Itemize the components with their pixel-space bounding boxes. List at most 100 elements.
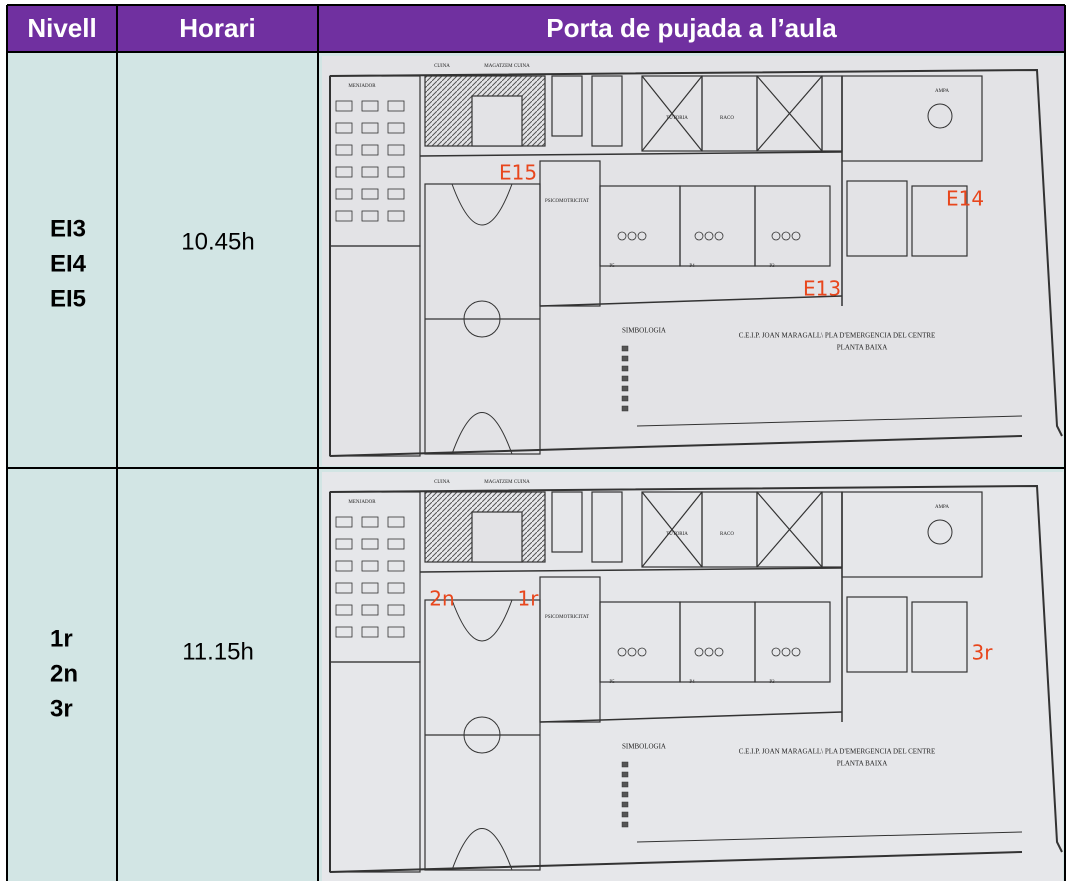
room	[387, 626, 405, 638]
plan-label: MENJADOR	[348, 500, 376, 505]
wall	[419, 567, 843, 573]
floor-plan: MENJADOR CUINA MAGATZEM CUINA TUTORIA RACO PS…	[322, 56, 1063, 466]
room	[621, 821, 629, 828]
table-mark	[781, 647, 791, 657]
header-cell: Horari	[179, 13, 256, 43]
room	[335, 166, 353, 178]
room	[329, 245, 421, 457]
room	[361, 582, 379, 594]
room	[387, 210, 405, 222]
plan-label: MAGATZEM CUINA	[484, 64, 530, 69]
table-mark	[791, 647, 801, 657]
room	[361, 100, 379, 112]
table-mark	[714, 647, 724, 657]
table-mark	[637, 647, 647, 657]
room	[551, 75, 583, 137]
plan-label: P5	[609, 680, 615, 685]
room	[361, 626, 379, 638]
plan-label: AMPA	[935, 505, 949, 510]
court-circle	[463, 300, 501, 338]
level: EI5	[50, 285, 86, 312]
plan-label: CUINA	[434, 64, 450, 69]
plan-label: RACO	[720, 532, 734, 537]
room	[361, 144, 379, 156]
outer-wall	[329, 68, 1063, 437]
header-cell: Porta de pujada a l’aula	[546, 13, 837, 43]
level: 1r	[50, 625, 73, 652]
wall	[756, 491, 823, 568]
table-mark	[627, 231, 637, 241]
room	[701, 491, 758, 568]
room	[361, 538, 379, 550]
room	[621, 355, 629, 362]
door-label: 1r	[518, 587, 540, 611]
plan-label: P4	[689, 264, 695, 269]
room	[335, 582, 353, 594]
level: EI4	[50, 250, 87, 277]
room	[335, 100, 353, 112]
wall	[756, 75, 823, 152]
wall	[539, 295, 843, 307]
meeting-table	[927, 519, 953, 545]
table-mark	[771, 231, 781, 241]
room	[471, 95, 523, 147]
room	[701, 75, 758, 152]
room	[621, 385, 629, 392]
plan-label: TUTORIA	[666, 532, 688, 537]
room	[621, 771, 629, 778]
plan-label: C.E.I.P. JOAN MARAGALL\ PLA D'EMERGENCIA…	[739, 748, 936, 756]
room	[621, 781, 629, 788]
plan-label: RACO	[720, 116, 734, 121]
wall	[641, 491, 703, 568]
room	[621, 811, 629, 818]
time: 11.15h	[182, 638, 254, 665]
table-mark	[771, 647, 781, 657]
room	[621, 761, 629, 768]
cell-bg	[7, 468, 318, 886]
header-bg	[7, 5, 1065, 52]
room	[387, 144, 405, 156]
wall	[329, 435, 1023, 457]
door-label: E13	[803, 277, 841, 301]
table-mark	[637, 231, 647, 241]
plan-label: SIMBOLOGIA	[622, 743, 666, 751]
room	[621, 365, 629, 372]
door-label: E14	[946, 187, 984, 211]
room	[621, 405, 629, 412]
room	[754, 185, 831, 267]
room	[335, 560, 353, 572]
room	[361, 560, 379, 572]
room	[387, 516, 405, 528]
plan-label: CUINA	[434, 480, 450, 485]
room	[361, 166, 379, 178]
plan-label: PSICOMOTRICITAT	[545, 615, 589, 620]
room	[846, 180, 908, 257]
door-label: 3r	[972, 641, 994, 665]
plan-label: MAGATZEM CUINA	[484, 480, 530, 485]
table-mark	[781, 231, 791, 241]
room	[329, 661, 421, 873]
wall	[419, 151, 843, 157]
room	[621, 791, 629, 798]
header-cell: Nivell	[27, 13, 96, 43]
room	[335, 210, 353, 222]
outer-wall	[329, 484, 1063, 853]
plan-label: MENJADOR	[348, 84, 376, 89]
room	[387, 582, 405, 594]
room	[591, 75, 623, 147]
plan-label: PLANTA BAIXA	[837, 760, 888, 768]
wall	[539, 711, 843, 723]
time: 10.45h	[181, 228, 254, 255]
room	[335, 188, 353, 200]
wall	[636, 415, 1023, 427]
room	[754, 601, 831, 683]
door-label: E15	[499, 161, 537, 185]
room	[621, 375, 629, 382]
room	[361, 210, 379, 222]
court-key	[451, 183, 513, 455]
room	[551, 491, 583, 553]
court-circle	[463, 716, 501, 754]
room	[387, 100, 405, 112]
room	[387, 560, 405, 572]
